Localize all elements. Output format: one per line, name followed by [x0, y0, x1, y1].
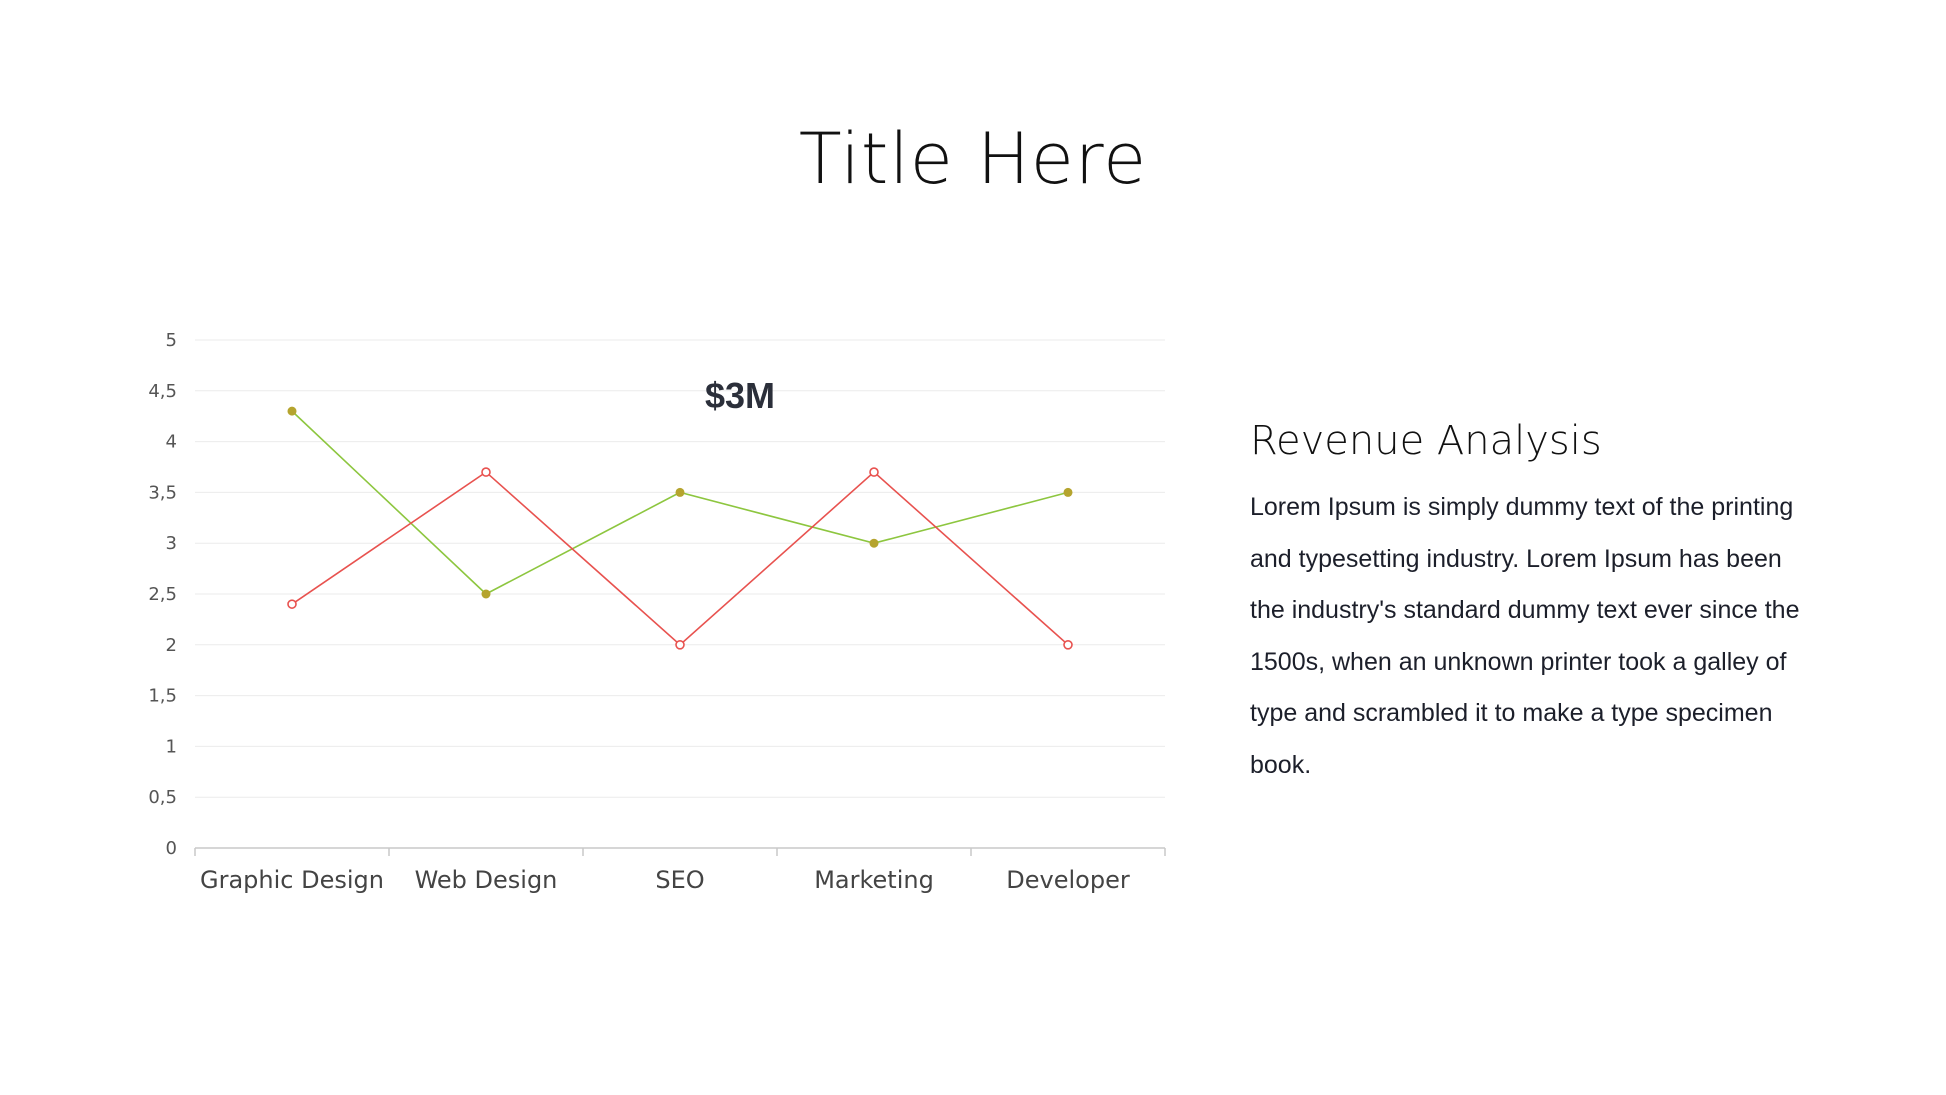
data-point: [1063, 487, 1073, 497]
y-tick-label: 3: [166, 533, 177, 554]
series-line-1: [291, 410, 1069, 595]
y-tick-label: 2: [166, 635, 177, 656]
y-tick-label: 4: [166, 432, 177, 453]
x-axis: Graphic Design Web Design SEO Marketing Deve…: [194, 847, 1166, 894]
y-tick-label: 4,5: [148, 381, 177, 402]
x-tick-label: Web Design: [415, 866, 558, 894]
data-point: [481, 589, 491, 599]
data-point: [869, 538, 879, 548]
chart-grid: [195, 339, 1165, 798]
data-point: [1063, 639, 1073, 650]
y-axis: 0 0,5 1 1,5 2 2,5 3 3,5 4 4,5 5: [148, 330, 177, 859]
x-tick-label: Developer: [1006, 866, 1130, 894]
data-point: [481, 467, 491, 477]
line-chart: 0 0,5 1 1,5 2 2,5 3 3,5 4 4,5 5 Graphic Design Web …: [148, 330, 1166, 894]
chart-annotation: $3M: [705, 375, 775, 416]
data-point: [675, 487, 685, 497]
y-tick-label: 1: [166, 736, 177, 757]
y-tick-label: 0: [166, 838, 177, 859]
y-tick-label: 0,5: [148, 787, 177, 808]
y-tick-label: 1,5: [148, 686, 177, 707]
side-body-text: Lorem Ipsum is simply dummy text of the …: [1250, 493, 1800, 779]
data-point: [287, 599, 297, 609]
x-tick-label: Marketing: [814, 866, 934, 894]
data-point: [869, 467, 879, 477]
side-panel: Revenue Analysis Lorem Ipsum is simply d…: [1250, 418, 1810, 791]
x-tick-label: SEO: [655, 866, 704, 894]
y-tick-label: 3,5: [148, 482, 177, 503]
chart-series: [287, 406, 1073, 650]
y-tick-label: 5: [166, 330, 177, 351]
side-heading: Revenue Analysis: [1250, 418, 1602, 464]
data-point: [287, 406, 297, 416]
y-tick-label: 2,5: [148, 584, 177, 605]
data-point: [675, 639, 685, 650]
series-line-2: [291, 471, 1069, 646]
x-tick-label: Graphic Design: [200, 866, 384, 894]
slide-title: Title Here: [798, 118, 1148, 200]
